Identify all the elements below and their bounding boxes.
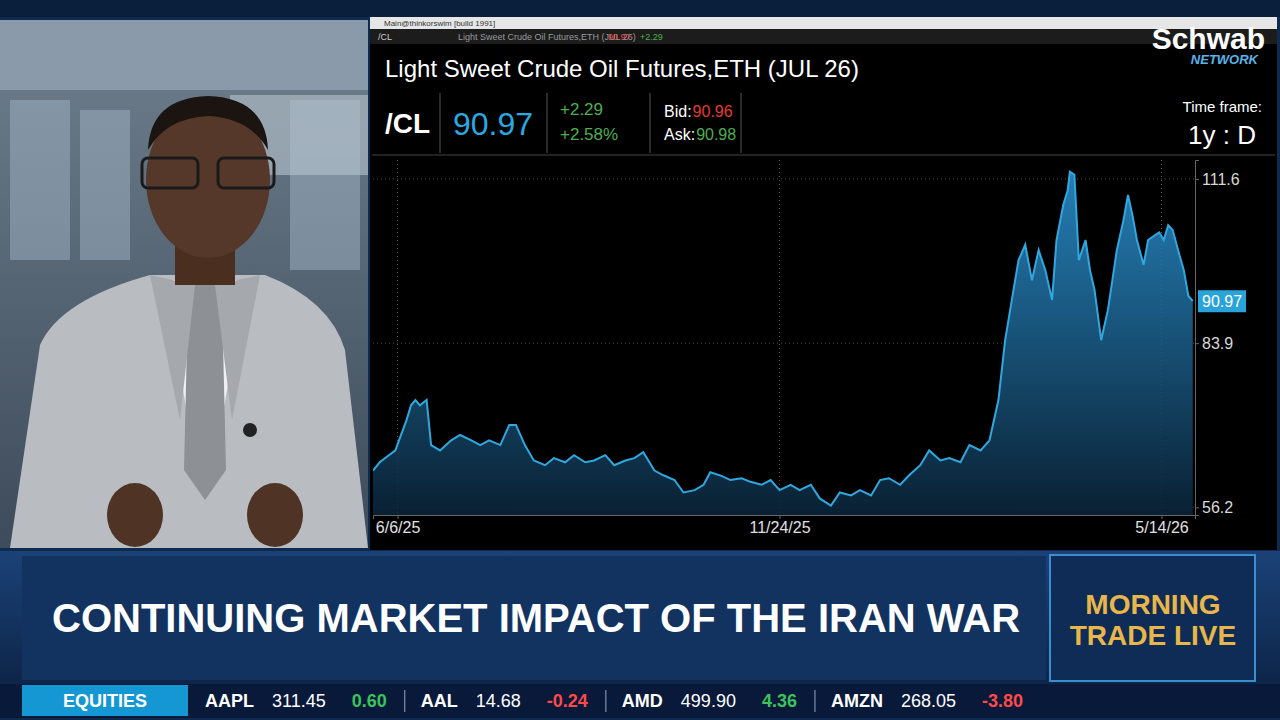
price-line: [373, 172, 1193, 506]
y-tick: 83.9: [1195, 335, 1233, 352]
last-price-label: 90.97: [1202, 293, 1242, 310]
ticker-price: 268.05: [901, 691, 956, 711]
x-axis: 6/6/25 11/24/25 5/14/26: [374, 515, 1196, 536]
headline-panel: [22, 556, 1046, 680]
last-price-marker: 90.97: [1198, 290, 1246, 312]
window-titlebar: [370, 17, 1277, 29]
glasses: [142, 158, 198, 188]
grid-line: [779, 160, 780, 515]
ask-label: Ask:: [664, 126, 695, 143]
background: [0, 0, 1280, 720]
hand: [247, 483, 303, 547]
y-tick-label: 56.2: [1202, 499, 1233, 516]
ticker-separator: [605, 690, 606, 712]
banner-background: [0, 551, 1280, 684]
y-tick-label: 111.6: [1202, 171, 1240, 188]
last-price: 90.97: [453, 106, 533, 142]
ticker-change: 4.36: [762, 691, 797, 711]
symbol: /CL: [385, 108, 430, 139]
y-tick: 56.2: [1195, 499, 1233, 516]
bid: 90.96: [693, 103, 733, 120]
area: [373, 172, 1193, 515]
chart-window: Main@thinkorswim [build 1991] /CL Light Sw…: [370, 17, 1277, 550]
bid-label: Bid:: [664, 103, 692, 120]
x-tick-label: 11/24/25: [749, 519, 810, 536]
studio-ceiling: [0, 20, 368, 90]
presenter: [10, 96, 368, 548]
x-tick: 6/6/25: [376, 515, 421, 536]
headline: CONTINUING MARKET IMPACT OF THE IRAN WAR: [52, 596, 1020, 640]
separator: [741, 93, 742, 153]
y-axis-line: [1196, 161, 1200, 516]
separator: [650, 93, 651, 153]
toolbar-symbol: /CL: [378, 32, 392, 42]
plot-area: [373, 172, 1193, 515]
toolbar: [370, 29, 1277, 44]
time-frame-label: Time frame:: [1183, 98, 1262, 115]
ticker-section-box: [22, 685, 188, 716]
net-change: +2.29: [560, 100, 603, 119]
y-tick-mark: [1195, 507, 1199, 508]
x-tick: 11/24/25: [749, 515, 810, 536]
ticker-price: 499.90: [681, 691, 736, 711]
ticker-change: -0.24: [547, 691, 588, 711]
separator: [547, 93, 548, 153]
ticker-symbol: AAL: [421, 691, 458, 711]
window-background: [370, 17, 1277, 550]
grid: [373, 160, 1195, 515]
ticker-price: 14.68: [476, 691, 521, 711]
ticker-change: 0.60: [352, 691, 387, 711]
ticker-separator: [404, 690, 405, 712]
last-price-box: [1198, 290, 1246, 312]
ticker: EQUITIES AAPL 311.45 0.60 AAL 14.68 -0.24 AMD 49…: [0, 684, 1280, 718]
ticker-symbol: AMD: [622, 691, 663, 711]
y-axis: 56.2 83.9 111.6: [1195, 161, 1240, 516]
hand: [107, 483, 163, 547]
ticker-section: EQUITIES: [63, 691, 147, 711]
suit: [10, 275, 368, 548]
show-logo-text: TRADE LIVE: [1070, 620, 1236, 651]
ticker-price: 311.45: [272, 691, 326, 711]
glasses: [218, 158, 274, 188]
logo-sub: NETWORK: [1191, 52, 1260, 67]
ticker-change: -3.80: [982, 691, 1023, 711]
separator: [372, 155, 1275, 156]
y-tick: 111.6: [1195, 171, 1240, 188]
separator: [440, 93, 441, 153]
y-tick-label: 83.9: [1202, 335, 1233, 352]
toolbar-change: +2.29: [640, 32, 663, 42]
show-logo-text: MORNING: [1085, 589, 1220, 620]
toolbar-last: 90.97: [608, 32, 631, 42]
ask: 90.98: [696, 126, 736, 143]
hair: [148, 96, 268, 150]
lapel: [215, 275, 260, 420]
x-tick: 5/14/26: [1135, 515, 1188, 536]
ticker-symbol: AAPL: [205, 691, 254, 711]
logo-name: Schwab: [1152, 22, 1265, 55]
y-tick-mark: [1195, 343, 1199, 344]
lower-third: CONTINUING MARKET IMPACT OF THE IRAN WAR…: [0, 551, 1280, 684]
percent-change: +2.58%: [560, 125, 618, 144]
show-logo-box: [1050, 555, 1255, 681]
ticker-background: [0, 684, 1280, 718]
studio-window: [80, 110, 130, 260]
lapel: [150, 275, 195, 420]
studio-window: [10, 100, 70, 260]
window-title: Main@thinkorswim [build 1991]: [384, 19, 495, 28]
microphone: [243, 423, 257, 437]
toolbar-title: Light Sweet Crude Oil Futures,ETH (JUL 2…: [458, 32, 636, 42]
time-frame: 1y : D: [1188, 120, 1256, 150]
x-tick-label: 5/14/26: [1135, 519, 1188, 536]
video-panel: [0, 20, 368, 548]
studio-wall: [0, 20, 368, 548]
x-tick-label: 6/6/25: [376, 519, 421, 536]
ticker-symbol: AMZN: [831, 691, 883, 711]
screen: Main@thinkorswim [build 1991] /CL Light Sw…: [0, 0, 1280, 720]
ticker-separator: [814, 690, 815, 712]
chart-title: Light Sweet Crude Oil Futures,ETH (JUL 2…: [385, 55, 859, 82]
y-tick-mark: [1195, 179, 1199, 180]
top-strip: [0, 0, 1280, 17]
